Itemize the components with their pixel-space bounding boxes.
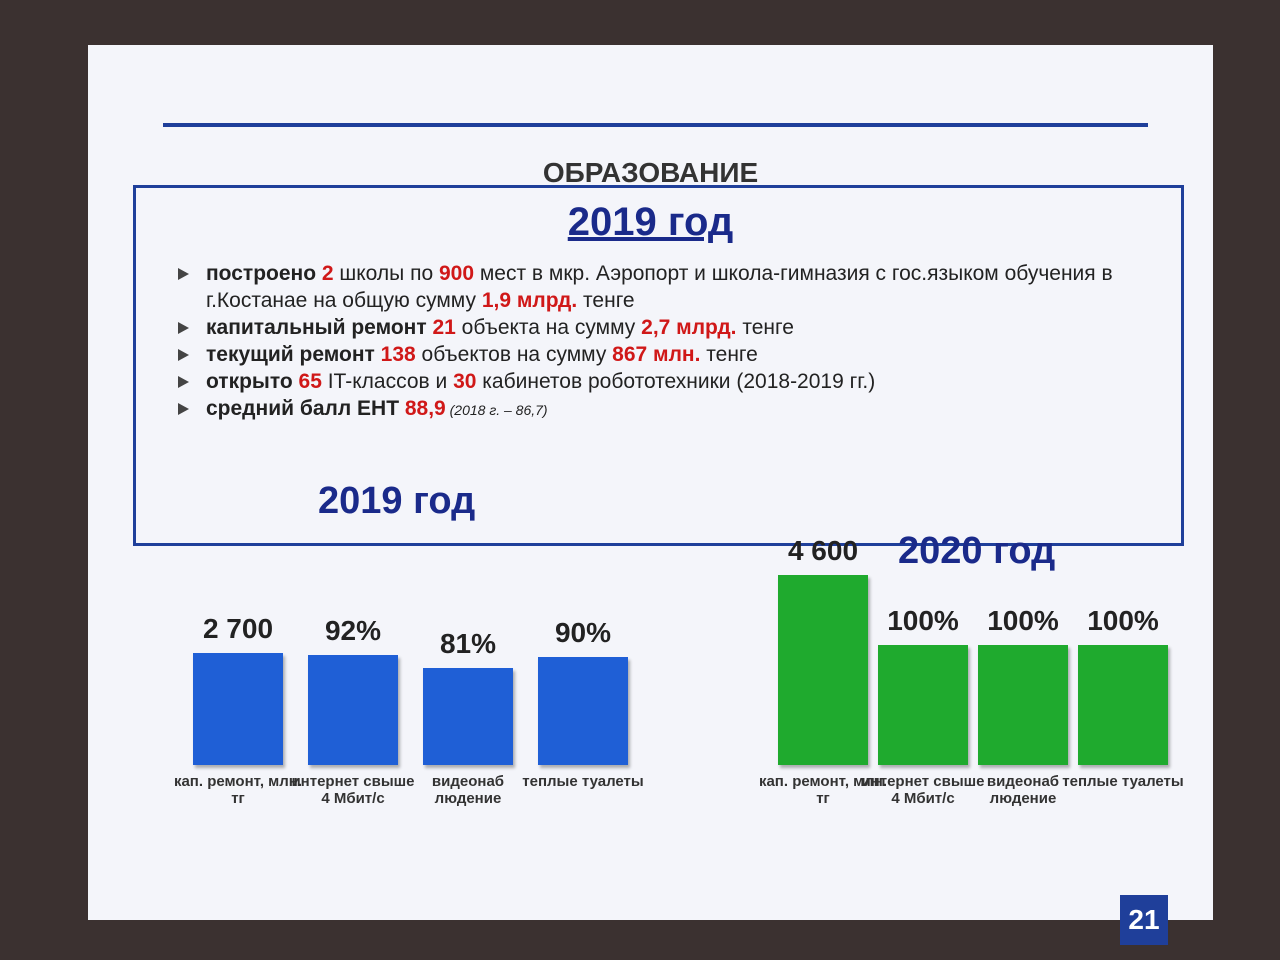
bullet-text: 900 (438, 262, 475, 285)
bar (308, 654, 398, 765)
bullet-text: тенге (577, 289, 635, 312)
page-number: 21 (1120, 895, 1168, 945)
bullet: средний балл ЕНТ 88,9 (2018 г. – 86,7) (178, 395, 1138, 424)
bullet-text: 1,9 млрд. (481, 289, 578, 312)
bar (193, 653, 283, 765)
value-label: 4 600 (787, 535, 859, 566)
bullet-text: 88,9 (404, 397, 446, 420)
bar (878, 645, 968, 765)
bar (423, 667, 513, 765)
bullet-text: капитальный ремонт (206, 316, 433, 339)
bullet: капитальный ремонт 21 объекта на сумму 2… (178, 314, 1138, 341)
slide: ОБРАЗОВАНИЕ 2019 год построено 2 школы п… (88, 45, 1213, 920)
bullet-text: кабинетов робототехники (2018-2019 гг.) (476, 370, 876, 393)
bullet-text: 867 млн. (612, 343, 701, 366)
value-label: 2 700 (202, 613, 274, 645)
value-label: 90% (554, 617, 612, 648)
category-label: интернет свыше 4 Мбит/с (861, 773, 985, 807)
bullet: текущий ремонт 138 объектов на сумму 867… (178, 341, 1138, 368)
value-label: 100% (987, 605, 1059, 636)
bullet-text: средний балл ЕНТ (206, 397, 405, 420)
category-label: видеонаб людение (986, 773, 1060, 807)
bullet: построено 2 школы по 900 мест в мкр. Аэр… (178, 260, 1138, 314)
category-label: теплые туалеты (522, 773, 644, 790)
bar (778, 575, 868, 765)
bullet-text: 21 (432, 316, 456, 339)
category-label: интернет свыше 4 Мбит/с (291, 773, 415, 807)
bullet-text: школы по (333, 262, 439, 285)
bullet-text: 138 (380, 343, 416, 366)
bullet-text: тенге (736, 316, 794, 339)
bullet: открыто 65 IT-классов и 30 кабинетов роб… (178, 368, 1138, 395)
bullet-text: 30 (453, 370, 477, 393)
bullet-text: мест в мкр. Аэропорт и школа-гимназия с … (206, 262, 1113, 312)
bullet-text: (2018 г. – 86,7) (445, 402, 548, 418)
bullet-text: построено (206, 262, 322, 285)
bullet-text: объекта на сумму (455, 316, 642, 339)
category-label: кап. ремонт, млн. тг (758, 773, 888, 807)
bullet-text: открыто (206, 370, 299, 393)
value-label: 81% (439, 627, 497, 659)
category-label: кап. ремонт, млн. тг (173, 773, 303, 807)
bullet-list: построено 2 школы по 900 мест в мкр. Аэр… (178, 260, 1138, 424)
bar (1078, 645, 1168, 765)
bullet-text: текущий ремонт (206, 343, 381, 366)
bar-chart: 2020 год 4 600 кап. ремонт, млн. тг 100% инт… (759, 465, 1258, 885)
bullet-text: 65 (298, 370, 322, 393)
chart-title: 2019 год (318, 480, 476, 522)
bullet-text: объектов на сумму (415, 343, 613, 366)
bar (978, 645, 1068, 765)
slide-title: ОБРАЗОВАНИЕ (542, 157, 759, 188)
year-heading: 2019 год (567, 200, 734, 244)
frame (133, 185, 1184, 546)
bar-chart: 2019 год 2 700 кап. ремонт, млн. тг 92% инте… (174, 465, 673, 885)
bullet-text: 2,7 млрд. (641, 316, 737, 339)
category-label: теплые туалеты (1062, 773, 1184, 790)
category-label: видеонаб людение (431, 773, 505, 807)
value-label: 92% (324, 614, 382, 646)
bullet-text: тенге (700, 343, 758, 366)
bar (538, 657, 628, 765)
value-label: 100% (887, 605, 959, 636)
chart-title: 2020 год (898, 530, 1056, 572)
value-label: 100% (1087, 605, 1159, 636)
bullet-text: 2 (321, 262, 334, 285)
bullet-text: IT-классов и (321, 370, 454, 393)
rule (163, 123, 1148, 127)
